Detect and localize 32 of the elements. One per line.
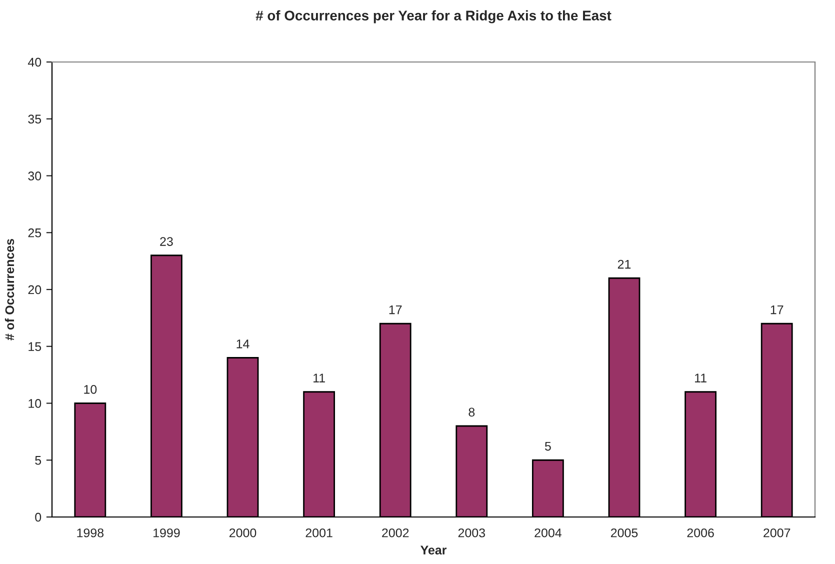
x-tick-label: 1998 [77, 528, 104, 538]
y-tick-label: 30 [28, 172, 42, 180]
data-label: 5 [544, 442, 551, 451]
y-tick-label: 10 [28, 399, 42, 408]
x-tick-label: 1999 [154, 528, 180, 538]
x-tick-label: 2007 [764, 528, 790, 538]
x-tick-label: 2006 [687, 528, 714, 538]
data-label: 8 [468, 408, 475, 417]
chart-title: # of Occurrences per Year for a Ridge Axis to the East [256, 10, 612, 24]
x-tick-label: 2002 [382, 528, 409, 538]
data-label: 17 [770, 305, 784, 314]
data-label: 10 [84, 384, 97, 394]
data-label: 17 [389, 305, 402, 314]
y-tick-label: 0 [35, 512, 42, 522]
data-label: 11 [695, 374, 706, 382]
y-tick-label: 20 [28, 285, 42, 294]
y-tick-label: 15 [28, 342, 42, 352]
x-axis-title: Year [420, 546, 447, 554]
data-label: 14 [236, 340, 250, 348]
data-label: 21 [618, 260, 631, 269]
x-tick-label: 2004 [534, 528, 562, 538]
x-tick-label: 2000 [229, 528, 256, 538]
y-tick-label: 25 [28, 228, 42, 238]
x-tick-label: 2005 [610, 528, 638, 538]
x-tick-label: 2003 [458, 528, 486, 538]
y-tick-label: 40 [28, 58, 42, 67]
y-tick-label: 35 [28, 114, 42, 124]
y-axis-title: # of Occurrences [4, 238, 14, 340]
data-label: 23 [160, 237, 173, 246]
x-tick-label: 2001 [306, 528, 332, 538]
data-label: 11 [314, 374, 325, 382]
y-tick-label: 5 [35, 456, 42, 465]
